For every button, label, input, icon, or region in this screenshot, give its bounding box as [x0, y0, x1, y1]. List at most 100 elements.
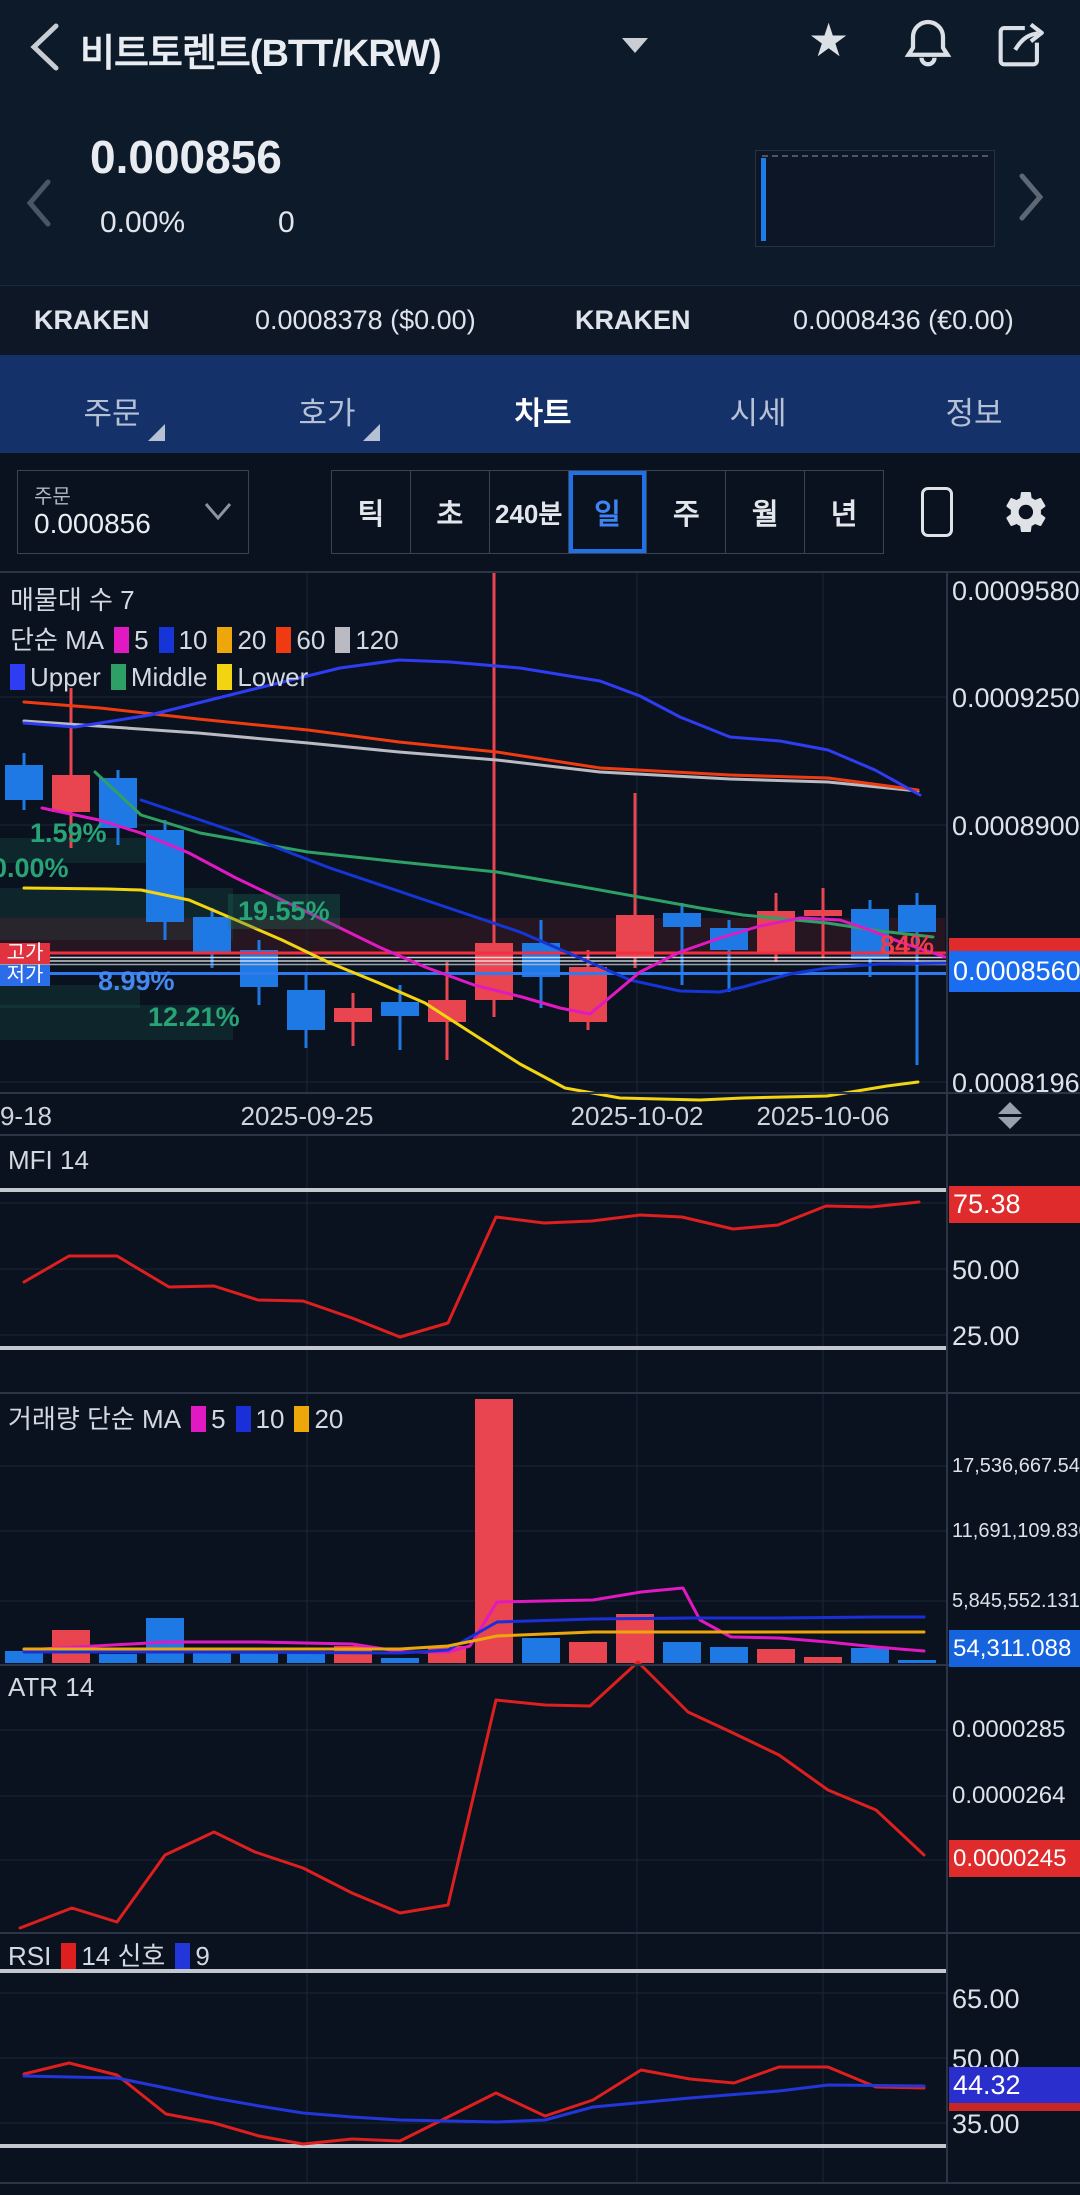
rsi-period-label: 14 신호	[81, 1941, 166, 1971]
timeframe-week[interactable]: 주	[647, 471, 727, 553]
sort-down-icon	[998, 1117, 1022, 1129]
rsi-legend-title: RSI	[8, 1941, 52, 1971]
timeframe-month[interactable]: 월	[726, 471, 806, 553]
tab-info[interactable]: 정보	[945, 396, 1003, 431]
bb-lower-label: Lower	[237, 662, 309, 692]
ma120-swatch	[335, 627, 351, 653]
tab-chart[interactable]: 차트	[514, 396, 572, 431]
vol-ma20-label: 20	[314, 1404, 344, 1434]
rsi-signal-swatch	[175, 1943, 191, 1969]
timeframe-second[interactable]: 초	[411, 471, 490, 553]
reference-row	[0, 285, 1080, 355]
title-dropdown-icon[interactable]	[622, 38, 648, 53]
gear-icon[interactable]	[1002, 488, 1050, 536]
chevron-down-icon	[204, 503, 232, 521]
price-axis-label-4: 0.0008196	[952, 1068, 1080, 1098]
current-price: 0.000856	[90, 131, 282, 183]
vol-ma5-swatch	[191, 1406, 207, 1432]
atr-legend: ATR 14	[8, 1672, 95, 1702]
rsi-label-35: 35.00	[952, 2109, 1020, 2139]
volume-legend: 거래량 단순 MA 5 10 20	[8, 1399, 343, 1436]
favorite-star-icon[interactable]: ★	[808, 14, 850, 66]
change-amount: 0	[278, 206, 295, 239]
mfi-label-25: 25.00	[952, 1321, 1020, 1351]
back-icon[interactable]	[22, 20, 68, 74]
tab-order[interactable]: 주문	[83, 396, 141, 431]
timeframe-tick[interactable]: 틱	[332, 471, 411, 553]
rsi-tag-shadow	[949, 2103, 1080, 2111]
ma10-swatch	[158, 627, 174, 653]
ma60-label: 60	[296, 625, 326, 655]
pct-label-4: 8.99%	[98, 966, 175, 996]
tab-orderbook-fold-icon	[363, 424, 380, 441]
prev-pair-chevron-icon[interactable]	[22, 178, 56, 228]
page-title[interactable]: 비트토렌트(BTT/KRW)	[80, 33, 442, 75]
ma120-label: 120	[355, 625, 399, 655]
reference-price-1: 0.0008378 ($0.00)	[255, 305, 476, 335]
rsi-legend: RSI 14 신호 9	[8, 1936, 210, 1973]
atr-value-tag: 0.0000245	[949, 1840, 1080, 1877]
vol-ma5-label: 5	[211, 1404, 226, 1434]
date-label-1: 9-18	[0, 1101, 53, 1131]
rsi-value-tag: 44.32	[949, 2067, 1080, 2103]
vol-ma10-label: 10	[255, 1404, 285, 1434]
timeframe-240min[interactable]: 240분	[490, 471, 569, 553]
sparkline-dashed-line	[762, 155, 988, 157]
bell-icon[interactable]	[898, 14, 958, 74]
fullscreen-toggle-icon[interactable]	[921, 487, 953, 537]
tab-bar	[0, 355, 1080, 453]
tab-market[interactable]: 시세	[729, 396, 787, 431]
ma-legend: 단순 MA 5 10 20 60 120	[10, 620, 399, 657]
volume-legend-title: 거래량 단순 MA	[8, 1404, 182, 1434]
volume-axis-label-3: 5,845,552.131	[952, 1590, 1080, 1612]
high-price-tag: 고가	[0, 943, 50, 964]
ma-legend-title: 단순 MA	[10, 625, 105, 655]
date-label-2: 2025-09-25	[240, 1101, 374, 1131]
pct-label-right: 84%	[880, 930, 935, 960]
pct-label-2: 0.00%	[0, 853, 69, 883]
vol-ma10-swatch	[235, 1406, 251, 1432]
pct-label-5: 12.21%	[148, 1002, 240, 1032]
timeframe-day[interactable]: 일	[569, 471, 648, 553]
tab-orderbook[interactable]: 호가	[298, 396, 356, 431]
sort-up-icon	[998, 1102, 1022, 1114]
bb-middle-label: Middle	[130, 662, 208, 692]
share-icon[interactable]	[990, 16, 1050, 74]
rsi-signal-label: 9	[195, 1941, 210, 1971]
mfi-value-tag: 75.38	[949, 1186, 1080, 1223]
bb-lower-swatch	[217, 664, 233, 690]
pct-label-3: 19.55%	[228, 894, 340, 929]
rsi-swatch	[61, 1943, 77, 1969]
mfi-legend: MFI 14	[8, 1145, 89, 1175]
bb-middle-swatch	[110, 664, 126, 690]
next-pair-chevron-icon[interactable]	[1014, 172, 1048, 222]
date-label-3: 2025-10-02	[570, 1101, 704, 1131]
current-price-tag-shadow	[949, 938, 1080, 951]
low-price-tag: 저가	[0, 965, 50, 986]
order-dropdown-label: 주문	[34, 486, 71, 508]
axis-scale-sort-icon[interactable]	[998, 1102, 1022, 1129]
bb-upper-label: Upper	[30, 662, 101, 692]
rsi-label-65: 65.00	[952, 1984, 1020, 2014]
order-price-dropdown[interactable]: 주문 0.000856	[17, 470, 249, 554]
ma20-label: 20	[237, 625, 267, 655]
mini-sparkline	[755, 150, 995, 247]
current-price-tag: 0.0008560	[949, 951, 1080, 992]
atr-label-2: 0.0000264	[952, 1782, 1066, 1809]
order-dropdown-value: 0.000856	[34, 508, 151, 539]
bb-upper-swatch	[10, 664, 25, 690]
ma20-swatch	[217, 627, 233, 653]
price-axis-label-1: 0.0009580	[952, 576, 1080, 606]
mfi-label-50: 50.00	[952, 1255, 1020, 1285]
volume-axis-label-2: 11,691,109.836	[952, 1520, 1080, 1542]
date-label-4: 2025-10-06	[756, 1101, 890, 1131]
ma60-swatch	[276, 627, 292, 653]
bollinger-legend: Upper Middle Lower	[2, 662, 308, 693]
ma5-label: 5	[134, 625, 149, 655]
vol-ma20-swatch	[294, 1406, 310, 1432]
timeframe-year[interactable]: 년	[830, 499, 858, 531]
volume-profile-legend: 매물대 수 7	[10, 585, 135, 615]
pct-label-1: 1.59%	[30, 818, 107, 848]
